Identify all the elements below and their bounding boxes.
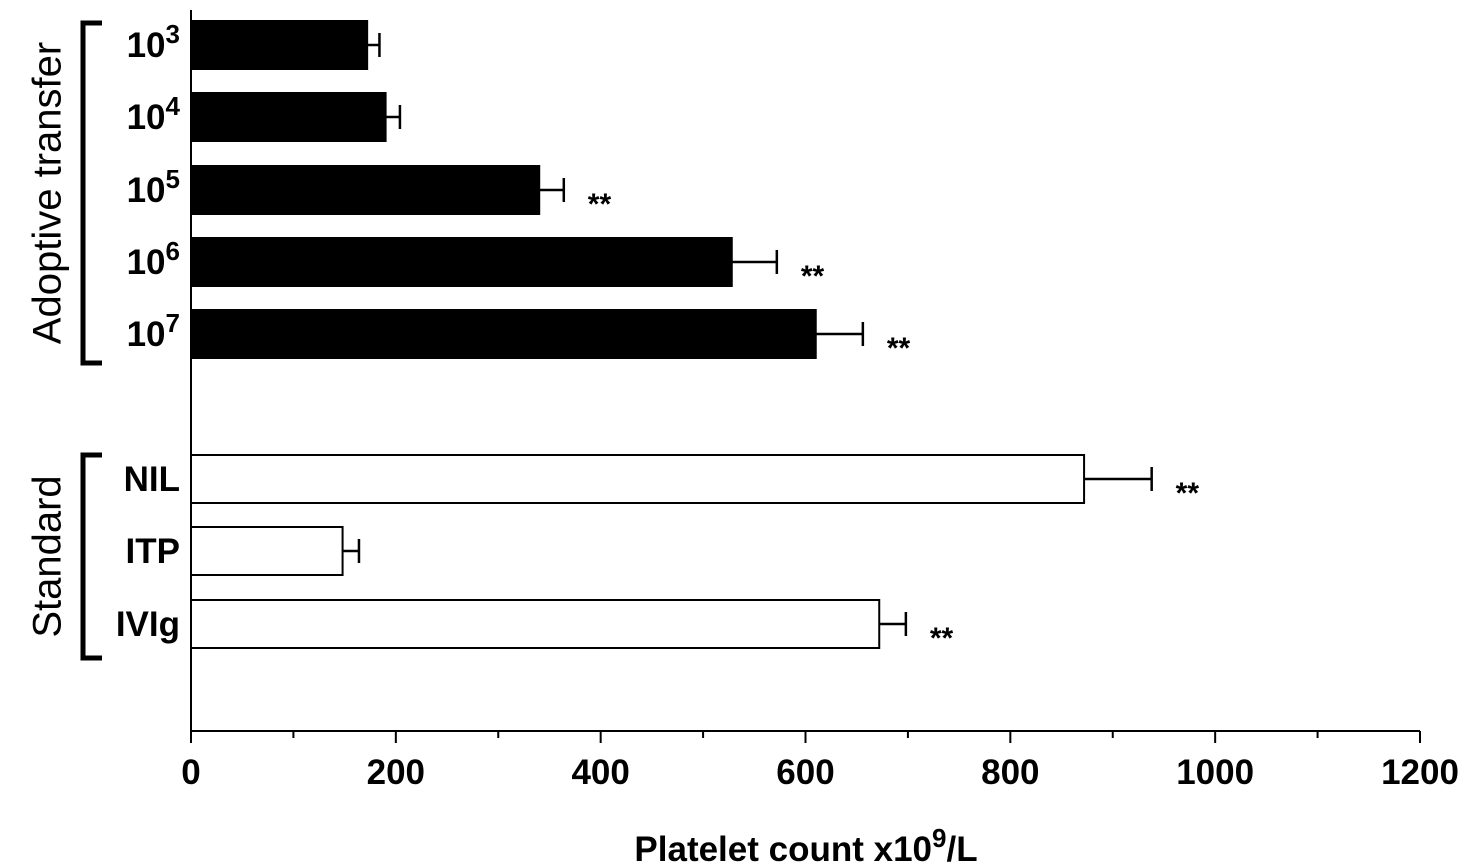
category-label: ITP bbox=[126, 532, 180, 571]
group-label: Standard bbox=[26, 475, 70, 637]
category-label: 103 bbox=[127, 19, 180, 65]
category-label: 106 bbox=[127, 236, 180, 282]
bar bbox=[190, 599, 881, 649]
category-label: 104 bbox=[127, 91, 181, 137]
x-tick-label: 200 bbox=[367, 753, 425, 792]
x-tick-label: 1200 bbox=[1381, 753, 1459, 792]
x-tick-label: 800 bbox=[981, 753, 1039, 792]
category-label: IVIg bbox=[116, 605, 180, 644]
group-bracket bbox=[80, 20, 102, 366]
bars-layer bbox=[190, 20, 1153, 649]
x-tick-label: 600 bbox=[776, 753, 834, 792]
group-bracket bbox=[80, 452, 102, 661]
significance-label: ** bbox=[801, 260, 825, 293]
significance-label: ** bbox=[930, 622, 954, 655]
significance-label: ** bbox=[588, 188, 612, 221]
bar bbox=[190, 454, 1086, 504]
bar bbox=[190, 92, 387, 142]
category-label: 107 bbox=[127, 308, 180, 354]
x-axis-title: Platelet count x109/L bbox=[634, 823, 977, 868]
significance-label: ** bbox=[887, 332, 911, 365]
x-tick-label: 1000 bbox=[1176, 753, 1254, 792]
bar bbox=[190, 165, 541, 215]
bar bbox=[190, 20, 369, 70]
bar bbox=[190, 309, 817, 359]
bar bbox=[190, 526, 344, 576]
significance-label: ** bbox=[1176, 477, 1200, 510]
category-label: NIL bbox=[124, 460, 180, 499]
bar bbox=[190, 237, 733, 287]
x-tick-label: 400 bbox=[571, 753, 629, 792]
category-label: 105 bbox=[127, 164, 180, 210]
group-label: Adoptive transfer bbox=[26, 42, 70, 344]
x-tick-label: 0 bbox=[181, 753, 200, 792]
labels-layer: 103 104 ** 105 ** 106 ** 107 ** NIL ITP ** IVIg 0 200 4… bbox=[26, 19, 1459, 868]
axes-layer bbox=[80, 10, 1421, 743]
